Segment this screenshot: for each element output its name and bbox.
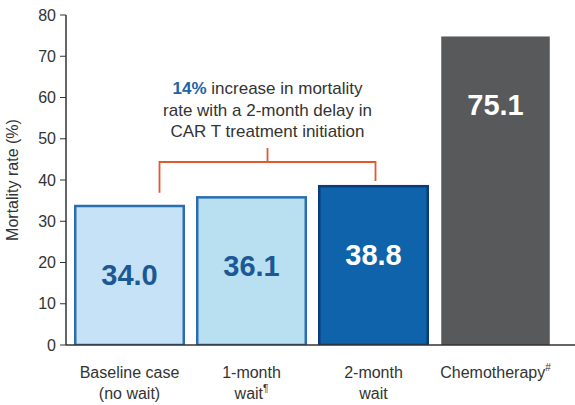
annotation: 14% increase in mortalityrate with a 2-m…: [163, 79, 372, 141]
y-tick-label: 0: [47, 337, 56, 354]
y-tick-label: 10: [38, 295, 56, 312]
data-label: 36.1: [223, 250, 279, 282]
y-tick: [60, 180, 66, 181]
y-tick-label: 70: [38, 48, 56, 65]
bar: [75, 206, 184, 345]
y-axis-label: Mortality rate (%): [4, 119, 21, 241]
y-tick-label: 50: [38, 130, 56, 147]
bar: [441, 36, 550, 345]
y-tick: [60, 262, 66, 263]
chart-container: 0 10 20 30 40 50 60 70 80 Mortality rate (%) 34.0 B…: [0, 0, 575, 405]
y-tick-label: 40: [38, 172, 56, 189]
bar: [197, 197, 306, 345]
y-tick-label: 30: [38, 213, 56, 230]
x-tick-label: Baseline case(no wait): [80, 364, 180, 402]
y-tick-label: 60: [38, 89, 56, 106]
bracket: [160, 148, 376, 193]
data-label: 75.1: [467, 89, 523, 121]
bar: [319, 186, 428, 345]
y-tick-label: 80: [38, 7, 56, 24]
chart-svg: 0 10 20 30 40 50 60 70 80 Mortality rate (%) 34.0 B…: [0, 0, 575, 405]
y-tick: [60, 221, 66, 222]
x-axis: [66, 344, 575, 346]
x-tick-label: 1-monthwait¶​: [222, 364, 281, 402]
bars: [75, 36, 550, 345]
y-axis: [65, 15, 67, 345]
y-tick: [60, 56, 66, 57]
data-label: 34.0: [101, 259, 157, 291]
y-tick: [60, 303, 66, 304]
y-tick: [60, 97, 66, 98]
data-label: 38.8: [345, 239, 401, 271]
y-tick: [60, 15, 66, 16]
x-tick-label: Chemotherapy#​: [440, 362, 551, 381]
y-tick: [60, 345, 66, 346]
y-tick-label: 20: [38, 254, 56, 271]
x-tick-label: 2-monthwait: [344, 364, 403, 402]
y-tick: [60, 138, 66, 139]
